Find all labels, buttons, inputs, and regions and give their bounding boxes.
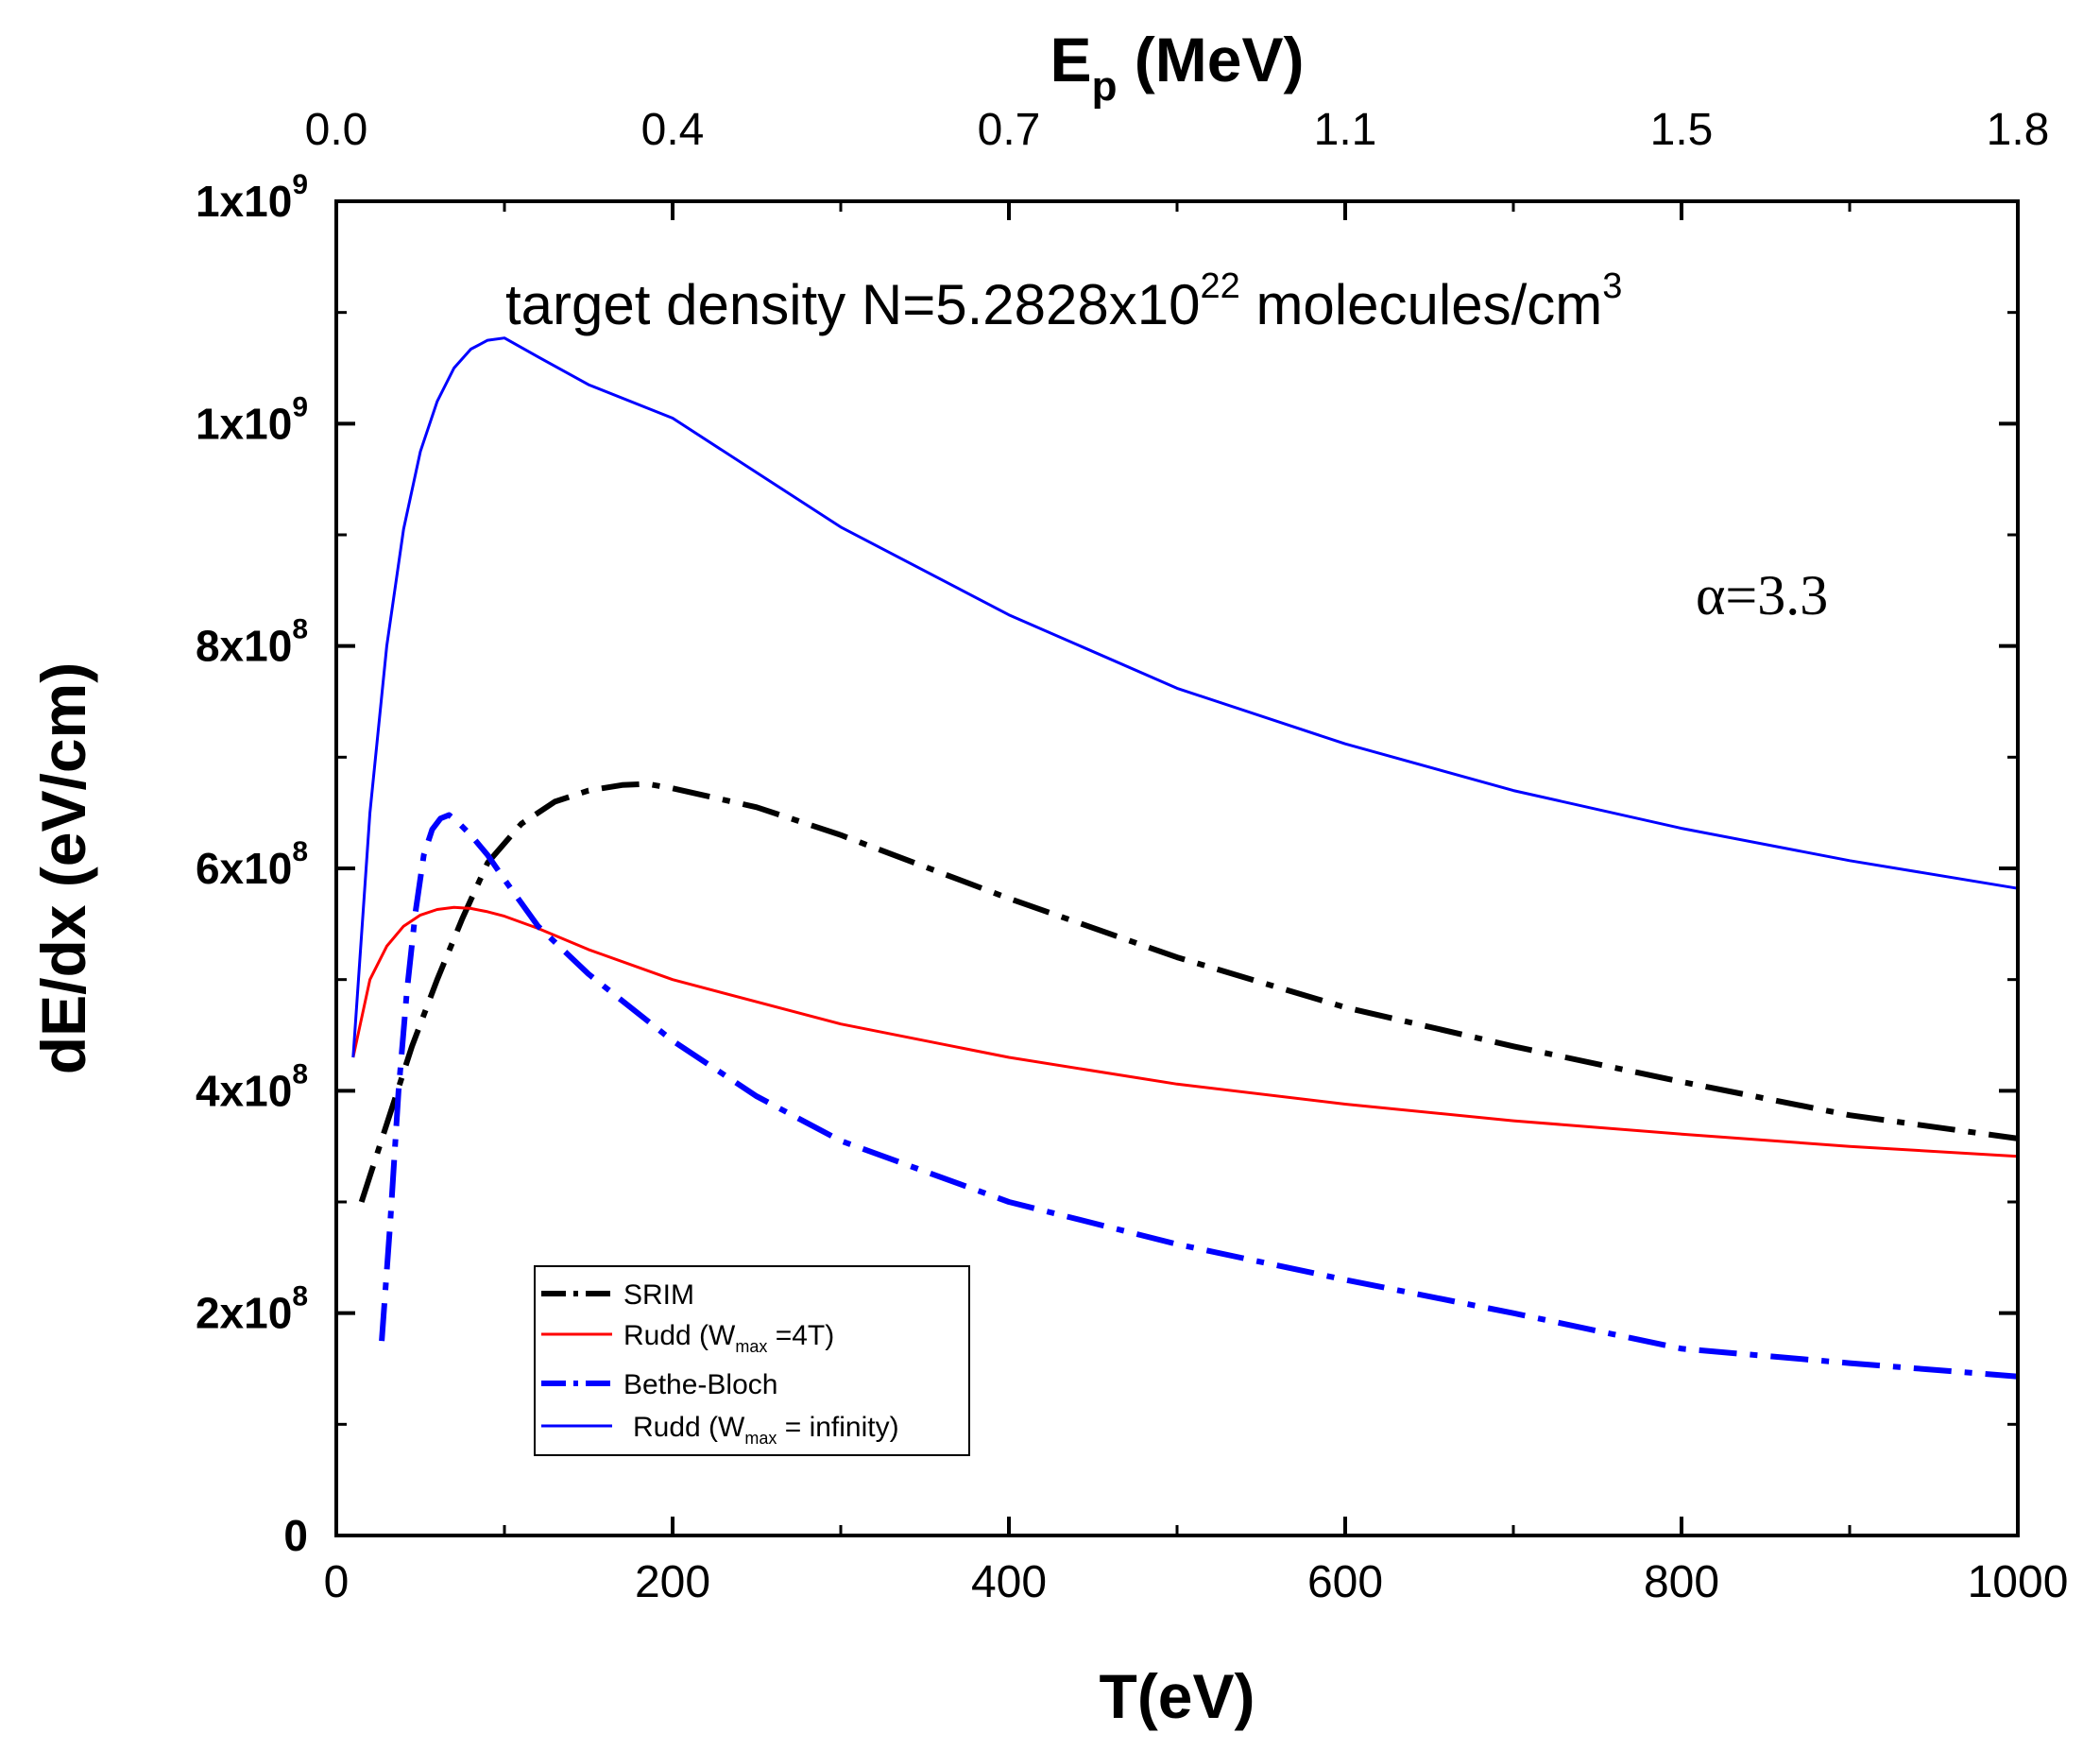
y-tick-label-0: 0 <box>283 1511 308 1560</box>
top-tick-label-4: 1.5 <box>1650 105 1714 155</box>
x-tick-label-1: 200 <box>635 1557 710 1607</box>
top-tick-label-2: 0.7 <box>978 105 1041 155</box>
legend-label-srim: SRIM <box>623 1279 694 1311</box>
y-tick-label-2: 4x108 <box>196 1058 308 1115</box>
density-annotation: target density N=5.2828x1022 molecules/c… <box>505 266 1622 336</box>
y-tick-label-1: 2x108 <box>196 1281 308 1338</box>
series-line-rudd-wmax-infinity <box>351 336 2019 1058</box>
top-axis-title: Ep (MeV) <box>1050 25 1305 110</box>
legend: SRIM Rudd (Wmax =4T) Bethe-Bloch Rudd (W… <box>534 1265 970 1456</box>
y-tick-label-4: 8x108 <box>196 614 308 671</box>
series-line-srim <box>358 781 2019 1203</box>
y-tick-label-3: 6x108 <box>196 836 308 893</box>
top-tick-label-3: 1.1 <box>1314 105 1377 155</box>
alpha-annotation: α=3.3 <box>1696 564 1828 626</box>
legend-label-bethe-bloch: Bethe-Bloch <box>623 1369 777 1400</box>
y-tick-label-6: 1x109 <box>196 169 308 226</box>
x-tick-label-3: 600 <box>1307 1557 1383 1607</box>
top-tick-label-5: 1.8 <box>1987 105 2050 155</box>
ticks-layer: 0 0.0 200 0.4 400 0.7 600 1.1 800 1.5 1000 1.8 0 2x10… <box>196 105 2068 1607</box>
legend-label-rudd-infinity: Rudd (Wmax = infinity) <box>633 1412 899 1448</box>
series-layer <box>351 336 2019 1380</box>
x-tick-label-2: 400 <box>971 1557 1047 1607</box>
x-tick-label-5: 1000 <box>1968 1557 2069 1607</box>
x-axis-title: T(eV) <box>1100 1661 1255 1731</box>
y-axis-title: dE/dx (eV/cm) <box>28 662 98 1074</box>
top-tick-label-1: 0.4 <box>641 105 705 155</box>
y-tick-label-5: 1x109 <box>196 391 308 448</box>
top-tick-label-0: 0.0 <box>305 105 368 155</box>
x-tick-label-0: 0 <box>324 1557 350 1607</box>
legend-box <box>534 1265 970 1456</box>
x-tick-label-4: 800 <box>1644 1557 1719 1607</box>
legend-label-rudd-4t: Rudd (Wmax =4T) <box>623 1320 834 1356</box>
